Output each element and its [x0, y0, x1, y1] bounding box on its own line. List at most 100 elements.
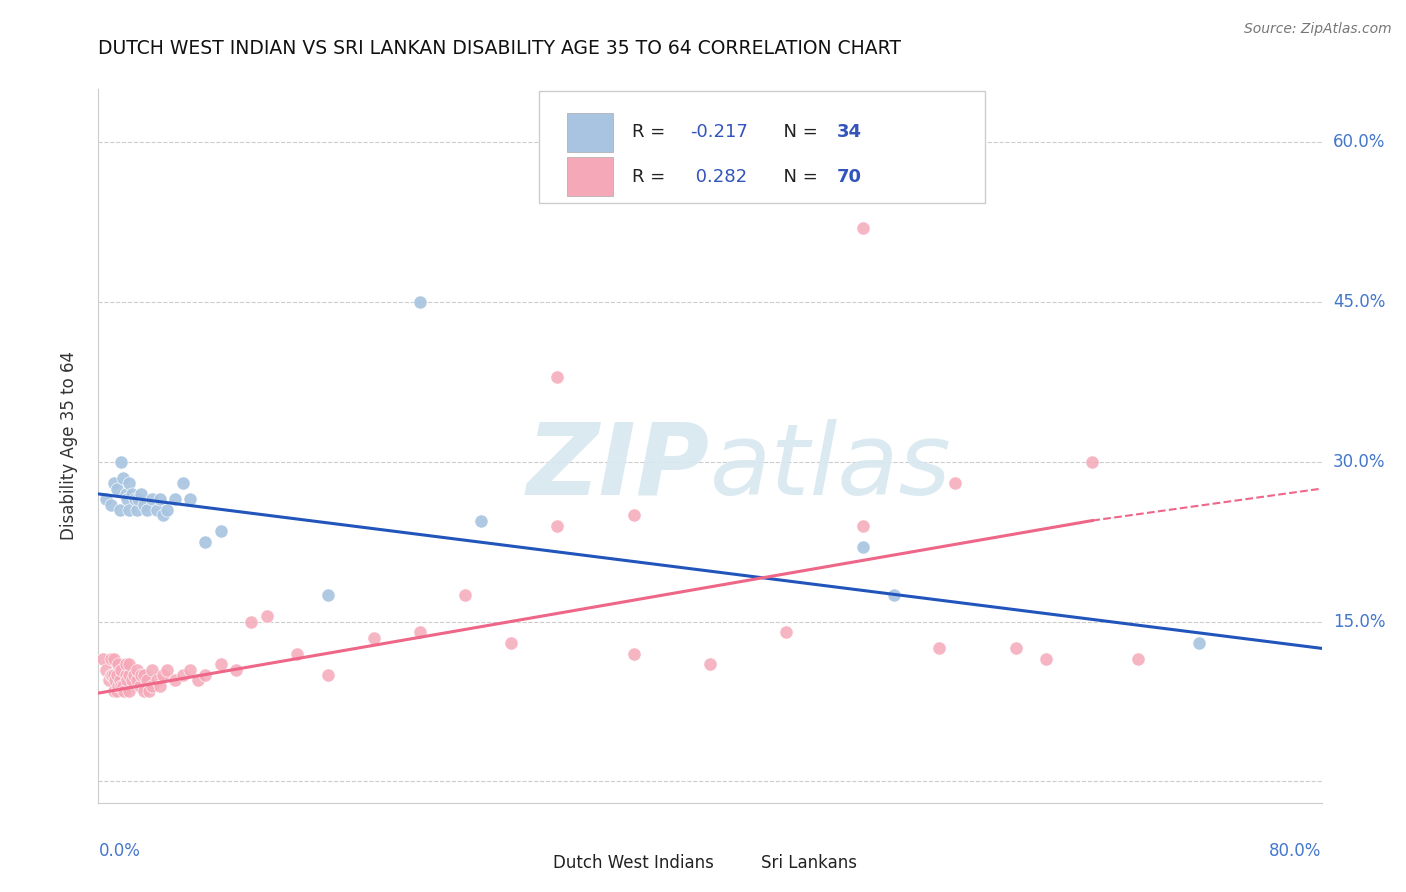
Point — [775, 625, 797, 640]
Point — [152, 508, 174, 523]
Point — [408, 625, 430, 640]
Point — [101, 668, 124, 682]
Text: 45.0%: 45.0% — [1333, 293, 1385, 311]
Point — [110, 663, 132, 677]
Point — [152, 668, 174, 682]
Point — [240, 615, 263, 629]
Point — [118, 668, 141, 682]
Point — [852, 540, 875, 554]
Y-axis label: Disability Age 35 to 64: Disability Age 35 to 64 — [59, 351, 77, 541]
Text: 70: 70 — [837, 168, 862, 186]
Point — [225, 663, 247, 677]
Point — [121, 487, 143, 501]
Point — [115, 657, 138, 672]
Point — [1128, 652, 1150, 666]
Text: 0.282: 0.282 — [690, 168, 748, 186]
Point — [110, 679, 132, 693]
Text: 0.0%: 0.0% — [98, 842, 141, 860]
Point — [194, 668, 217, 682]
Text: Source: ZipAtlas.com: Source: ZipAtlas.com — [1244, 22, 1392, 37]
Point — [928, 641, 950, 656]
Point — [316, 668, 339, 682]
Point — [128, 679, 150, 693]
Point — [125, 663, 148, 677]
Point — [138, 684, 160, 698]
Point — [118, 476, 141, 491]
Point — [115, 487, 138, 501]
Point — [623, 508, 645, 523]
Point — [134, 684, 156, 698]
Point — [454, 588, 477, 602]
Point — [91, 652, 114, 666]
Text: Dutch West Indians: Dutch West Indians — [554, 854, 714, 871]
Point — [209, 524, 232, 539]
Point — [546, 519, 568, 533]
Text: ZIP: ZIP — [527, 419, 710, 516]
Point — [316, 588, 339, 602]
Point — [127, 492, 149, 507]
Point — [546, 369, 568, 384]
Text: atlas: atlas — [710, 419, 952, 516]
Point — [94, 663, 117, 677]
Point — [111, 679, 134, 693]
Point — [104, 673, 127, 688]
Point — [149, 492, 172, 507]
Point — [145, 503, 167, 517]
Point — [134, 498, 156, 512]
Point — [105, 684, 128, 698]
Point — [107, 657, 129, 672]
Point — [141, 679, 163, 693]
Point — [501, 636, 523, 650]
Point — [105, 482, 128, 496]
Point — [136, 673, 159, 688]
Point — [124, 492, 146, 507]
Point — [121, 673, 143, 688]
Point — [100, 498, 122, 512]
Point — [103, 684, 125, 698]
Point — [98, 673, 121, 688]
Text: DUTCH WEST INDIAN VS SRI LANKAN DISABILITY AGE 35 TO 64 CORRELATION CHART: DUTCH WEST INDIAN VS SRI LANKAN DISABILI… — [98, 39, 901, 58]
Point — [943, 476, 966, 491]
Point — [1004, 641, 1026, 656]
Text: Sri Lankans: Sri Lankans — [762, 854, 858, 871]
Point — [108, 673, 131, 688]
Point — [125, 673, 148, 688]
Point — [100, 668, 122, 682]
Point — [105, 668, 128, 682]
FancyBboxPatch shape — [567, 157, 613, 196]
Text: 80.0%: 80.0% — [1270, 842, 1322, 860]
Point — [110, 455, 132, 469]
Text: R =: R = — [631, 123, 671, 141]
Point — [118, 657, 141, 672]
Point — [112, 684, 135, 698]
Point — [852, 519, 875, 533]
Point — [179, 492, 201, 507]
Point — [852, 220, 875, 235]
Point — [108, 503, 131, 517]
Point — [163, 673, 186, 688]
Point — [187, 673, 209, 688]
Point — [408, 295, 430, 310]
Point — [209, 657, 232, 672]
Point — [285, 647, 308, 661]
Point — [136, 503, 159, 517]
Point — [118, 503, 141, 517]
Text: 30.0%: 30.0% — [1333, 453, 1385, 471]
Point — [115, 668, 138, 682]
Point — [172, 476, 194, 491]
Point — [122, 668, 145, 682]
Text: 34: 34 — [837, 123, 862, 141]
Point — [1188, 636, 1211, 650]
Point — [118, 684, 141, 698]
Point — [699, 657, 721, 672]
Point — [117, 673, 139, 688]
Point — [141, 663, 163, 677]
Text: N =: N = — [772, 168, 824, 186]
Point — [129, 668, 152, 682]
FancyBboxPatch shape — [723, 855, 756, 874]
Point — [111, 471, 134, 485]
Point — [470, 514, 492, 528]
Point — [156, 663, 179, 677]
Point — [129, 487, 152, 501]
Point — [883, 588, 905, 602]
